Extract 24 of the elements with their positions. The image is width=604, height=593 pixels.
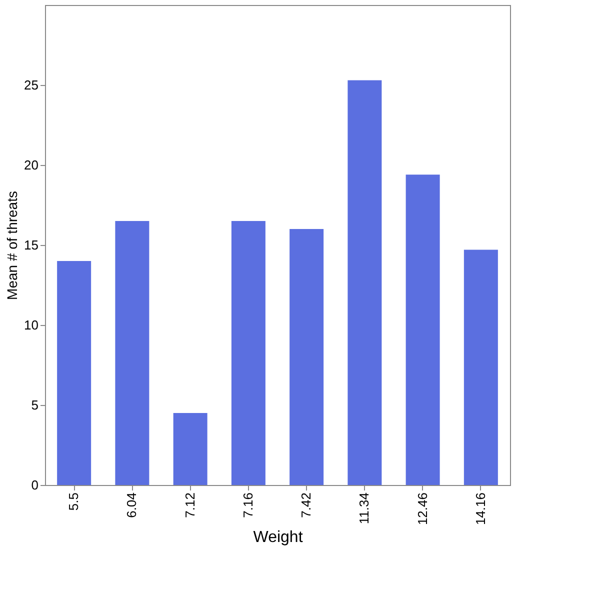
x-tick-label: 11.34 (356, 492, 372, 524)
x-axis-title: Weight (253, 529, 304, 546)
bar (290, 229, 324, 485)
x-tick-label: 14.16 (472, 492, 488, 526)
bar (231, 221, 266, 485)
x-tick-label: 7.12 (182, 492, 198, 518)
x-tick-label: 5.5 (66, 492, 82, 511)
bar (464, 250, 498, 485)
x-tick-label: 6.04 (124, 492, 140, 518)
y-tick-label: 0 (31, 478, 38, 492)
bar (406, 174, 440, 485)
y-tick-label: 15 (24, 238, 38, 252)
y-tick-label: 25 (24, 78, 38, 92)
x-tick-label: 7.16 (240, 492, 256, 518)
y-tick-label: 10 (24, 318, 38, 332)
bar (173, 413, 208, 485)
x-tick-label: 12.46 (414, 492, 430, 526)
bar (348, 80, 382, 485)
x-tick-label: 7.42 (298, 492, 314, 518)
bar (115, 221, 150, 485)
y-axis-title: Mean # of threats (4, 191, 20, 300)
y-tick-label: 20 (24, 158, 38, 172)
bar (57, 261, 92, 485)
y-tick-label: 5 (31, 398, 38, 412)
